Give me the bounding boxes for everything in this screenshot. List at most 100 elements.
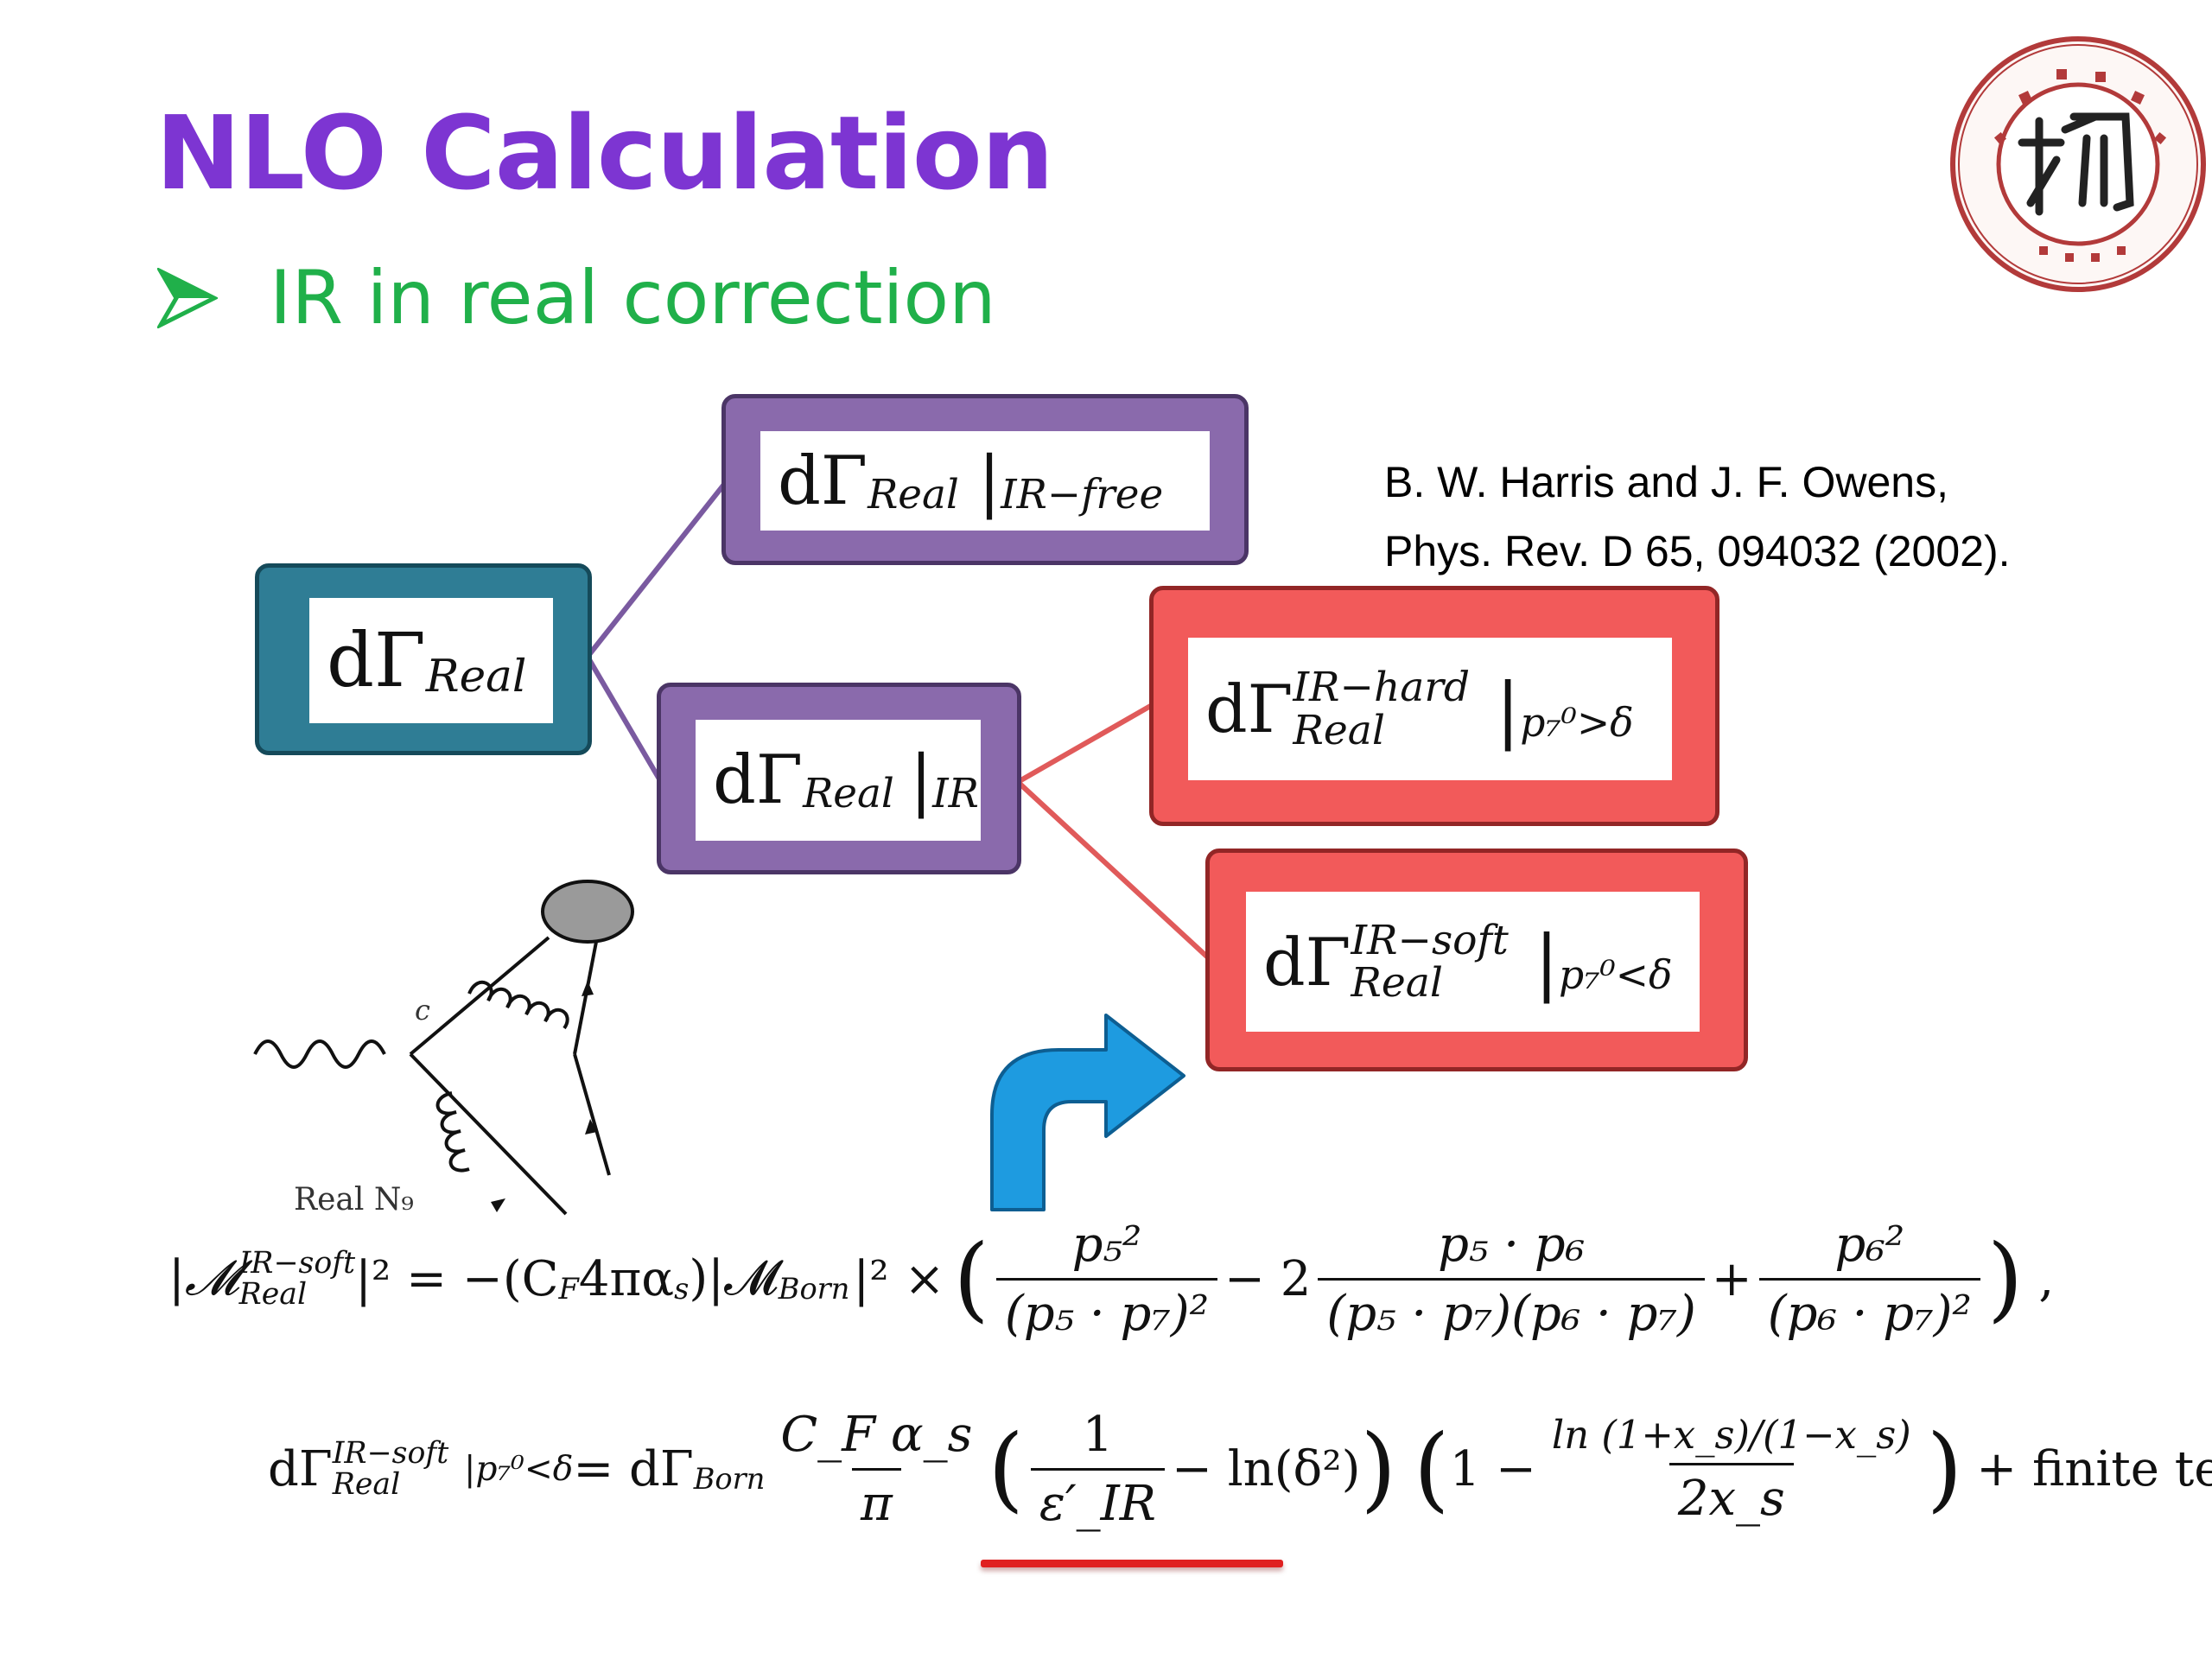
ir-free-box: dΓ Real | IR−free	[721, 394, 1249, 565]
eq2-cond: |p₇⁰<δ	[464, 1449, 574, 1489]
eq2-ln-num: ln (1+x_s)/(1−x_s)	[1551, 1411, 1911, 1458]
citation: B. W. Harris and J. F. Owens, Phys. Rev.…	[1384, 448, 2011, 586]
ir-bar: |	[909, 741, 933, 819]
eq2-lhs: dΓ	[268, 1440, 333, 1497]
eq1-t1-den: (p₅ · p₇)²	[995, 1277, 1218, 1342]
eq2-lhs-sub: Real	[332, 1467, 401, 1502]
eq1-t3-den: (p₆ · p₇)²	[1758, 1277, 1980, 1342]
citation-line-1: B. W. Harris and J. F. Owens,	[1384, 458, 1948, 506]
eq1-times: |² ×	[853, 1250, 945, 1307]
eq1-alpha-sub: s	[674, 1272, 690, 1306]
eq1-lhs-sup: IR−soft	[238, 1245, 356, 1281]
eq1-minus2: − 2	[1224, 1250, 1312, 1307]
curved-arrow-icon	[990, 1014, 1185, 1211]
eq2-close-paren-2: )	[1926, 1415, 1963, 1522]
feynman-diagram: c Real N₉	[253, 880, 634, 1217]
eq1-plus: +	[1711, 1250, 1752, 1307]
connector-root-irfree	[585, 480, 728, 658]
root-box: dΓ Real	[255, 563, 592, 755]
eq2-lhs-stack: IR−soft Real	[332, 1435, 449, 1502]
eq1-born-sub: Born	[778, 1272, 850, 1306]
eq2-ln-frac: ln (1+x_s)/(1−x_s) 2x_s	[1543, 1412, 1920, 1527]
ir-free-sub: Real	[868, 471, 959, 518]
ir-hard-box-content: dΓ IR−hard Real | p₇⁰>δ	[1188, 638, 1672, 780]
connector-root-ir	[585, 655, 664, 784]
eq2-finite: + finite terms	[1976, 1440, 2212, 1497]
quark-line-up	[409, 936, 550, 1056]
slide-title: NLO Calculation	[156, 93, 1054, 213]
gluon-upper	[467, 980, 569, 1030]
quark-line-right	[573, 941, 598, 1055]
ir-soft-d-gamma: dΓ	[1263, 923, 1351, 1001]
arrowhead-bullet-icon	[157, 268, 218, 328]
eq2-eq: = dΓ	[573, 1440, 694, 1497]
ir-soft-sup: IR−soft	[1351, 916, 1509, 964]
quark-line-out	[573, 1053, 611, 1176]
ir-soft-bar: |	[1534, 919, 1560, 1004]
eq2-inv-eps: 1 ε′_IR	[1030, 1406, 1165, 1532]
eq1-t3-num: p₆²	[1834, 1216, 1905, 1273]
equation-2: dΓ IR−soft Real |p₇⁰<δ = dΓ Born C_F α_s π…	[268, 1391, 2212, 1547]
bullet-row: IR in real correction	[157, 255, 996, 341]
eq2-lhs-sup: IR−soft	[332, 1435, 449, 1471]
ir-cond: IR	[932, 771, 979, 818]
eq1-term1: p₅² (p₅ · p₇)²	[995, 1216, 1218, 1342]
gluon-lower	[435, 1091, 470, 1173]
quark-line-down	[409, 1052, 568, 1216]
ir-soft-cond: p₇⁰<δ	[1559, 952, 1673, 999]
ir-soft-sub: Real	[1351, 959, 1443, 1007]
root-sub: Real	[425, 650, 527, 702]
eq1-t2-den: (p₅ · p₇)(p₆ · p₇)	[1318, 1277, 1705, 1342]
ir-hard-bar: |	[1496, 666, 1521, 752]
eq1-lhs: |𝓜	[168, 1250, 239, 1306]
ir-d-gamma: dΓ	[713, 741, 804, 819]
eq2-open-paren-2: (	[1414, 1415, 1450, 1522]
ir-sub: Real	[803, 771, 894, 818]
eq2-prefactor: C_F α_s π	[772, 1407, 981, 1532]
ir-hard-d-gamma: dΓ	[1205, 671, 1294, 747]
photon-line	[253, 1039, 386, 1069]
feynman-caption: Real N₉	[294, 1182, 414, 1217]
eq1-mid: 4πα	[578, 1250, 675, 1307]
eq2-ln-delta: − ln(δ²)	[1171, 1440, 1361, 1497]
eq2-ln-den: 2x_s	[1669, 1462, 1794, 1527]
quark-label: c	[415, 994, 430, 1027]
ir-hard-sub: Real	[1293, 706, 1385, 754]
ir-free-bar: |	[977, 442, 1001, 520]
connector-ir-hard	[1016, 702, 1155, 785]
eq2-open-paren-1: (	[988, 1415, 1024, 1522]
ir-free-cond: IR−free	[1001, 471, 1164, 518]
eq1-term2: p₅ · p₆ (p₅ · p₇)(p₆ · p₇)	[1318, 1217, 1705, 1342]
eq1-close-paren: )	[1986, 1225, 2024, 1332]
eq2-eps: ε′_IR	[1030, 1467, 1165, 1532]
eq2-one-minus: 1 −	[1449, 1440, 1536, 1497]
root-box-content: dΓ Real	[309, 598, 553, 723]
ir-hard-sup: IR−hard	[1293, 664, 1471, 712]
ir-soft-stack: IR−soft Real	[1351, 916, 1509, 1007]
ir-box: dΓ Real | IR	[657, 683, 1021, 874]
connector-ir-soft	[1015, 779, 1212, 962]
eq2-pref-num: C_F α_s	[780, 1406, 973, 1463]
eq1-born: )|𝓜	[689, 1250, 779, 1306]
ir-free-d-gamma: dΓ	[778, 442, 868, 520]
eq1-comma: ,	[2038, 1250, 2055, 1307]
ir-soft-box: dΓ IR−soft Real | p₇⁰<δ	[1205, 849, 1748, 1071]
bullet-text: IR in real correction	[270, 255, 996, 341]
ir-soft-box-content: dΓ IR−soft Real | p₇⁰<δ	[1246, 892, 1700, 1032]
blob	[541, 880, 634, 944]
eq2-close-paren-1: )	[1360, 1415, 1397, 1522]
ir-box-content: dΓ Real | IR	[696, 720, 981, 841]
eq2-pref-den: π	[851, 1467, 901, 1532]
eq2-born-sub: Born	[693, 1462, 766, 1497]
root-d-gamma: dΓ	[327, 617, 426, 704]
eq1-t1-num: p₅²	[1071, 1216, 1142, 1273]
university-seal-icon	[1950, 36, 2206, 292]
eq2-one: 1	[1082, 1406, 1114, 1463]
eq1-open-paren: (	[953, 1225, 989, 1332]
ir-hard-box: dΓ IR−hard Real | p₇⁰>δ	[1149, 586, 1719, 826]
eq1-lhs-stack: IR−soft Real	[238, 1245, 356, 1312]
eq1-lhs-sub: Real	[238, 1277, 308, 1312]
eq1-term3: p₆² (p₆ · p₇)²	[1758, 1216, 1980, 1342]
citation-line-2: Phys. Rev. D 65, 094032 (2002).	[1384, 527, 2011, 575]
